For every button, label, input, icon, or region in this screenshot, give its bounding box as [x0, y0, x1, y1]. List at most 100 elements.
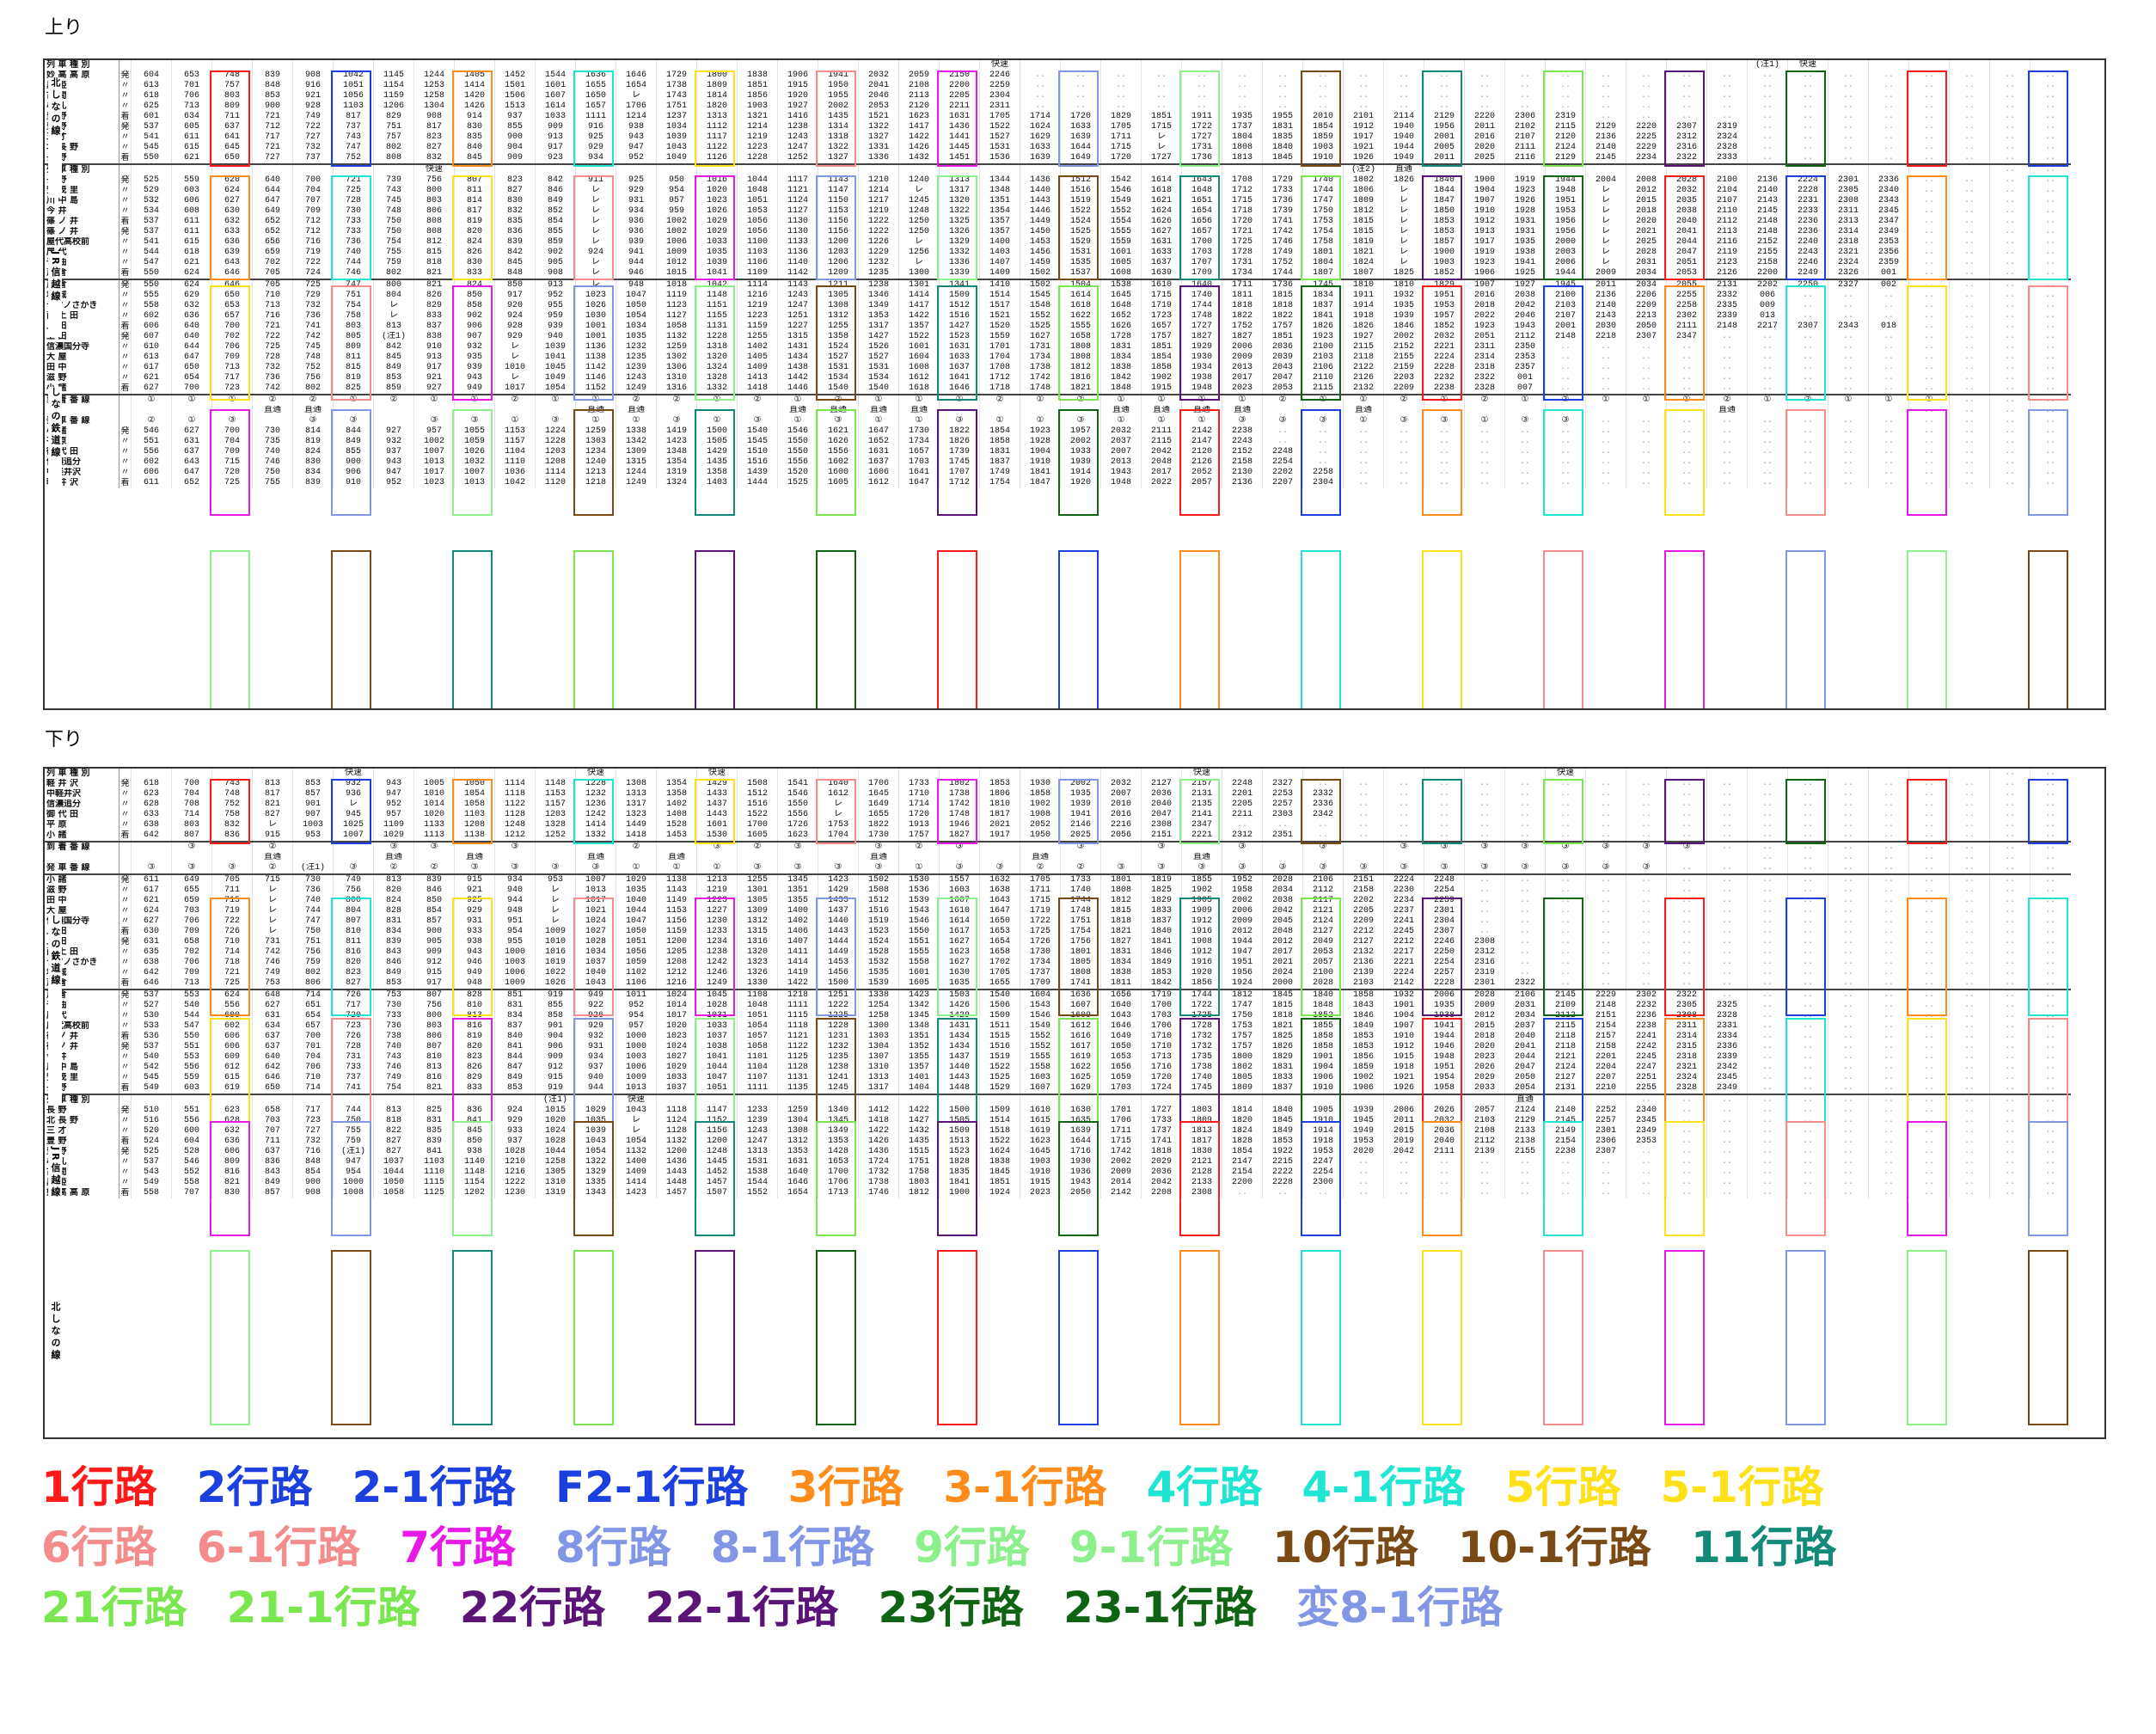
time-cell: 1054	[616, 1137, 657, 1147]
time-cell: ..	[1787, 1042, 1828, 1052]
time-cell: 1751	[898, 1157, 940, 1167]
time-cell: 1210	[858, 175, 899, 186]
time-cell: 733	[333, 1063, 374, 1073]
time-cell: 1852	[1424, 322, 1465, 332]
time-cell: ..	[1666, 81, 1707, 91]
time-cell: 1740	[1060, 885, 1101, 896]
time-cell: ..	[1828, 1126, 1869, 1137]
time-cell: ..	[1666, 1178, 1707, 1188]
time-cell: ②	[252, 394, 293, 406]
time-cell: 845	[454, 1126, 495, 1137]
time-cell: ..	[1828, 1021, 1869, 1032]
time-cell: 2221	[1383, 958, 1424, 968]
time-cell	[818, 163, 859, 175]
time-cell: 846	[373, 958, 414, 968]
time-cell: 快速	[696, 769, 738, 779]
time-cell: 1712	[979, 373, 1020, 383]
time-cell: 612	[211, 1063, 253, 1073]
time-cell: 1219	[737, 301, 778, 311]
timetable-row: 上 田発631658710731751811839905938955101010…	[45, 937, 2071, 947]
time-cell: ..	[1504, 885, 1546, 896]
time-cell	[1060, 163, 1101, 175]
time-cell: 1948	[1100, 478, 1142, 488]
time-cell: 1452	[696, 1167, 738, 1178]
time-cell: 2000	[1545, 237, 1586, 248]
time-cell: 1913	[1464, 227, 1505, 237]
time-cell: ..	[1747, 1178, 1788, 1188]
time-cell: 853	[373, 373, 414, 383]
time-cell: ..	[1908, 1157, 1950, 1167]
time-cell: 2040	[1504, 1032, 1546, 1042]
time-cell: ..	[2030, 1011, 2071, 1021]
time-cell: ..	[2030, 1094, 2071, 1106]
time-cell: 1630	[1060, 1106, 1101, 1116]
time-cell	[535, 841, 576, 853]
time-cell: 1539	[898, 896, 940, 906]
time-cell: 1349	[858, 301, 899, 311]
time-cell: 2140	[1545, 1106, 1586, 1116]
time-cell	[1060, 1094, 1101, 1106]
time-cell: ..	[1989, 248, 2030, 258]
time-cell: 1328	[696, 373, 738, 383]
time-cell: 652	[252, 227, 293, 237]
time-cell: 1049	[656, 153, 697, 164]
time-cell: ..	[1949, 406, 1990, 416]
time-cell: 2111	[1141, 426, 1182, 437]
time-cell: 1059	[454, 437, 495, 447]
time-cell: 1635	[1060, 1116, 1101, 1126]
time-cell: 1147	[818, 186, 859, 196]
time-cell: 940	[575, 1073, 616, 1083]
time-cell: ..	[1787, 1001, 1828, 1011]
time-cell: ..	[1383, 1188, 1424, 1198]
time-cell: ..	[1302, 437, 1344, 447]
time-cell: 1856	[1343, 1052, 1384, 1063]
time-cell: 1203	[818, 248, 859, 258]
arr-dep-mark	[119, 394, 132, 406]
route-highlight-box	[937, 550, 977, 708]
time-cell: 1531	[858, 363, 899, 373]
time-cell: 1013	[575, 885, 616, 896]
time-cell: 1020	[535, 1116, 576, 1126]
time-cell	[2030, 60, 2071, 70]
time-cell: 1745	[1302, 279, 1344, 291]
time-cell: ..	[1504, 81, 1546, 91]
time-cell: ..	[1787, 143, 1828, 153]
time-cell: ..	[1626, 1157, 1667, 1167]
time-cell: 1555	[1100, 227, 1142, 237]
time-cell	[777, 163, 818, 175]
time-cell: 1921	[1383, 1073, 1424, 1083]
time-cell: ③	[1302, 416, 1344, 426]
time-cell: 839	[292, 478, 334, 488]
time-cell: ..	[1949, 447, 1990, 457]
time-cell: 1312	[818, 311, 859, 322]
time-cell: 1552	[1020, 1042, 1061, 1052]
time-cell: 1332	[575, 830, 616, 842]
time-cell: ①	[898, 394, 940, 406]
timetable-row: 上 田着606640700721741803813837906928939100…	[45, 322, 2071, 332]
time-cell: 1720	[1141, 1073, 1182, 1083]
time-cell: 1808	[1100, 885, 1142, 896]
time-cell: 1130	[777, 227, 818, 237]
time-cell: 854	[292, 1167, 334, 1178]
time-cell: ③	[737, 416, 778, 426]
time-cell: ..	[1868, 437, 1909, 447]
time-cell: ..	[1747, 70, 1788, 81]
time-cell: 1117	[777, 175, 818, 186]
time-cell: 1006	[494, 968, 536, 978]
time-cell: 2336	[1302, 800, 1344, 810]
time-cell: ..	[1908, 478, 1950, 488]
time-cell: 928	[292, 101, 334, 112]
station-label: 信濃国分寺	[46, 342, 89, 352]
time-cell: ..	[1868, 1126, 1909, 1137]
time-cell: 835	[413, 1126, 455, 1137]
time-cell: ③	[333, 863, 374, 874]
time-cell: 701	[171, 81, 212, 91]
time-cell: 1024	[535, 1126, 576, 1137]
time-cell: 726	[333, 1032, 374, 1042]
time-cell: ③	[454, 416, 495, 426]
time-cell: 1522	[737, 810, 778, 820]
timetable-row: 大 屋〃 613 647 709 728 748 811 845 913 935 レ 1041 1138…	[45, 352, 2071, 363]
time-cell: ..	[1585, 70, 1626, 81]
time-cell: 1342	[898, 1001, 940, 1011]
time-cell: 637	[252, 1032, 293, 1042]
